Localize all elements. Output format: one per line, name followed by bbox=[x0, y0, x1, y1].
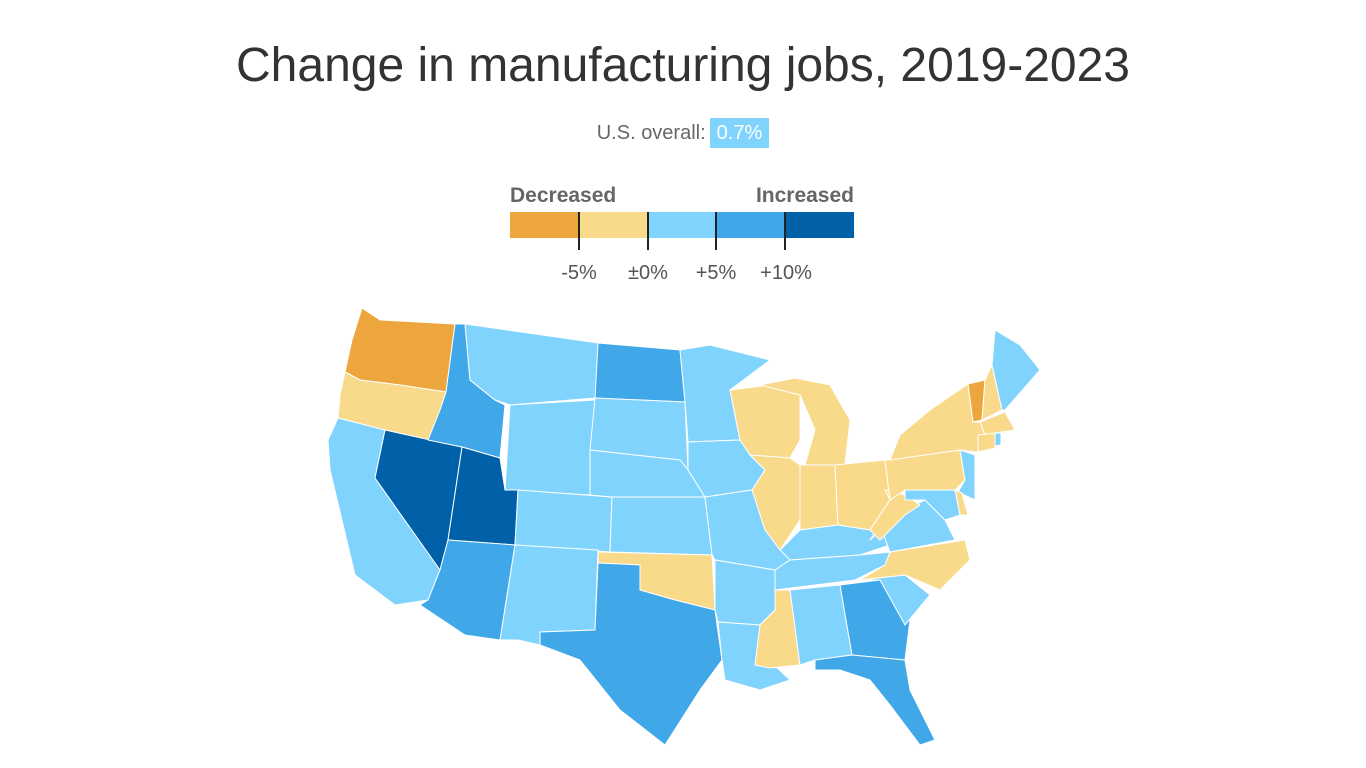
legend-increased: Increased bbox=[755, 184, 854, 207]
state-nj bbox=[957, 449, 976, 501]
chart-title: Change in manufacturing jobs, 2019-2023 bbox=[236, 39, 1130, 92]
state-co bbox=[514, 489, 613, 553]
legend-tick-label: -5% bbox=[561, 262, 597, 284]
state-ar bbox=[714, 559, 776, 626]
legend-tick-label: +10% bbox=[760, 262, 812, 284]
legend-tick bbox=[715, 212, 717, 250]
state-tx bbox=[539, 562, 723, 746]
state-nc bbox=[859, 539, 971, 591]
state-md bbox=[904, 489, 961, 521]
state-me bbox=[991, 329, 1041, 411]
legend-swatch bbox=[785, 212, 854, 238]
legend-tick bbox=[784, 212, 786, 250]
legend-swatch bbox=[647, 212, 717, 238]
state-wa bbox=[344, 307, 456, 393]
us-overall-label: U.S. overall: bbox=[596, 122, 706, 144]
state-in bbox=[799, 464, 839, 531]
us-overall-value: 0.7% bbox=[709, 118, 770, 148]
state-ri bbox=[994, 432, 1002, 447]
legend-decreased: Decreased bbox=[510, 184, 617, 207]
legend-tick-label: ±0% bbox=[628, 262, 668, 284]
legend-tick bbox=[578, 212, 580, 250]
legend-tick bbox=[647, 212, 649, 250]
state-ct bbox=[977, 432, 996, 453]
state-ks bbox=[609, 496, 713, 556]
legend-swatch bbox=[716, 212, 786, 238]
us-overall: U.S. overall: 0.7% bbox=[0, 118, 1366, 148]
state-fl bbox=[814, 654, 936, 746]
state-wy bbox=[504, 399, 596, 496]
legend-bar bbox=[510, 212, 854, 238]
legend-tick-label: +5% bbox=[695, 262, 737, 284]
color-legend: Decreased Increased -5% ±0% +5% +10% bbox=[510, 184, 854, 284]
legend-swatch bbox=[510, 212, 579, 238]
state-ma bbox=[979, 411, 1016, 436]
legend-swatch bbox=[578, 212, 648, 238]
state-nd bbox=[594, 342, 686, 403]
